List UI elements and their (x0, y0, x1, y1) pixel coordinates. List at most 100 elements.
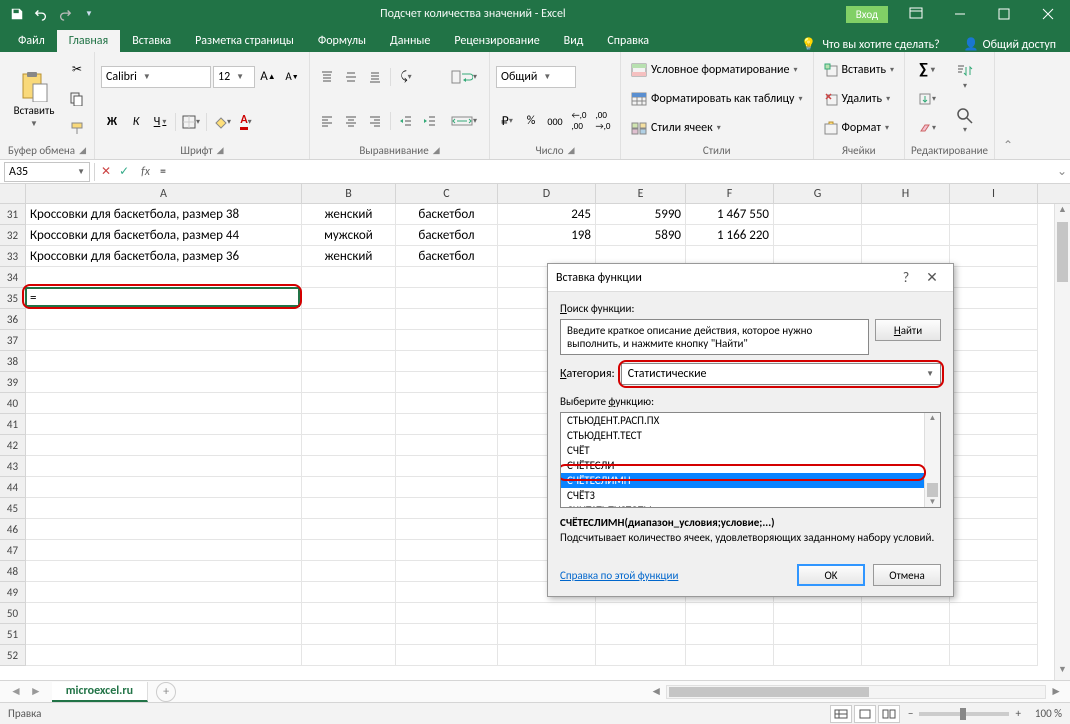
align-left-icon[interactable] (316, 110, 338, 132)
align-center-icon[interactable] (340, 110, 362, 132)
cell-I42[interactable] (950, 435, 1038, 456)
font-name-combo[interactable]: Calibri▼ (101, 66, 211, 88)
cell-I38[interactable] (950, 351, 1038, 372)
cell-C32[interactable]: баскетбол (396, 225, 498, 246)
align-middle-icon[interactable] (340, 66, 362, 88)
cell-A35[interactable]: = (26, 288, 302, 309)
row-header-35[interactable]: 35 (0, 288, 26, 309)
sort-filter-icon[interactable]: ▾ (947, 59, 983, 95)
decrease-indent-icon[interactable] (395, 110, 417, 132)
minimize-icon[interactable] (938, 0, 982, 28)
cell-C35[interactable] (396, 288, 498, 309)
cell-A36[interactable] (26, 309, 302, 330)
row-header-33[interactable]: 33 (0, 246, 26, 267)
cell-I48[interactable] (950, 561, 1038, 582)
cell-A41[interactable] (26, 414, 302, 435)
column-header-I[interactable]: I (950, 184, 1038, 203)
column-header-B[interactable]: B (302, 184, 396, 203)
cell-A46[interactable] (26, 519, 302, 540)
font-size-combo[interactable]: 12▼ (213, 66, 255, 88)
format-cells-button[interactable]: Формат▾ (820, 117, 899, 139)
number-launcher-icon[interactable]: ◢ (568, 145, 575, 156)
cell-I40[interactable] (950, 393, 1038, 414)
share-button[interactable]: 👤 Общий доступ (950, 37, 1070, 52)
row-header-43[interactable]: 43 (0, 456, 26, 477)
cell-A45[interactable] (26, 498, 302, 519)
increase-indent-icon[interactable] (419, 110, 441, 132)
tab-формулы[interactable]: Формулы (306, 30, 378, 52)
cell-A40[interactable] (26, 393, 302, 414)
row-header-31[interactable]: 31 (0, 204, 26, 225)
cell-C44[interactable] (396, 477, 498, 498)
function-list-item[interactable]: СТЬЮДЕНТ.РАСП.ПХ (561, 413, 940, 428)
cell-G31[interactable] (774, 204, 862, 225)
cell-C50[interactable] (396, 603, 498, 624)
clear-icon[interactable]: ▾ (911, 117, 943, 139)
cell-I45[interactable] (950, 498, 1038, 519)
row-header-44[interactable]: 44 (0, 477, 26, 498)
row-header-32[interactable]: 32 (0, 225, 26, 246)
cell-I41[interactable] (950, 414, 1038, 435)
column-header-G[interactable]: G (774, 184, 862, 203)
cell-A37[interactable] (26, 330, 302, 351)
cell-D52[interactable] (498, 645, 596, 666)
cell-E31[interactable]: 5990 (596, 204, 686, 225)
increase-decimal-icon[interactable]: ←,0,00 (568, 110, 590, 132)
function-list-item[interactable]: СТЬЮДЕНТ.ТЕСТ (561, 428, 940, 443)
accounting-icon[interactable]: ₽▾ (496, 110, 518, 132)
percent-icon[interactable]: % (520, 110, 542, 132)
column-header-E[interactable]: E (596, 184, 686, 203)
cell-F31[interactable]: 1 467 550 (686, 204, 774, 225)
cell-E32[interactable]: 5890 (596, 225, 686, 246)
formula-input[interactable]: = (156, 165, 1054, 179)
cell-I31[interactable] (950, 204, 1038, 225)
cell-A39[interactable] (26, 372, 302, 393)
cancel-button[interactable]: Отмена (873, 564, 941, 586)
cell-I46[interactable] (950, 519, 1038, 540)
enter-formula-icon[interactable]: ✓ (119, 164, 129, 179)
signin-button[interactable]: Вход (846, 6, 888, 23)
ok-button[interactable]: OK (797, 564, 865, 586)
cell-D32[interactable]: 198 (498, 225, 596, 246)
cell-I50[interactable] (950, 603, 1038, 624)
row-header-37[interactable]: 37 (0, 330, 26, 351)
tab-file[interactable]: Файл (6, 30, 57, 52)
ribbon-options-icon[interactable] (894, 0, 938, 28)
cell-A50[interactable] (26, 603, 302, 624)
function-list-scrollbar[interactable]: ▲ ▼ (924, 413, 940, 507)
cell-F32[interactable]: 1 166 220 (686, 225, 774, 246)
cell-C47[interactable] (396, 540, 498, 561)
scroll-thumb[interactable] (1057, 222, 1068, 282)
decrease-font-icon[interactable]: A▼ (281, 66, 303, 88)
merge-icon[interactable]: ▾ (449, 110, 479, 132)
expand-formula-icon[interactable]: ⌄ (1054, 164, 1070, 179)
cell-C33[interactable]: баскетбол (396, 246, 498, 267)
cell-C34[interactable] (396, 267, 498, 288)
row-header-38[interactable]: 38 (0, 351, 26, 372)
clipboard-launcher-icon[interactable]: ◢ (79, 145, 86, 156)
tab-главная[interactable]: Главная (57, 30, 120, 52)
cell-A51[interactable] (26, 624, 302, 645)
sheet-tab[interactable]: microexcel.ru (52, 682, 148, 702)
row-header-36[interactable]: 36 (0, 309, 26, 330)
cell-G51[interactable] (774, 624, 862, 645)
number-format-combo[interactable]: Общий▼ (496, 66, 576, 88)
alignment-launcher-icon[interactable]: ◢ (433, 145, 440, 156)
cell-I35[interactable] (950, 288, 1038, 309)
row-header-52[interactable]: 52 (0, 645, 26, 666)
cell-I44[interactable] (950, 477, 1038, 498)
cell-B51[interactable] (302, 624, 396, 645)
align-right-icon[interactable] (364, 110, 386, 132)
wrap-text-icon[interactable]: ▾ (449, 66, 479, 88)
italic-button[interactable]: К (125, 111, 147, 133)
cell-I51[interactable] (950, 624, 1038, 645)
column-header-H[interactable]: H (862, 184, 950, 203)
select-all-corner[interactable] (0, 184, 26, 203)
cell-B38[interactable] (302, 351, 396, 372)
cut-icon[interactable]: ✂ (66, 59, 88, 81)
cell-E50[interactable] (596, 603, 686, 624)
cell-H50[interactable] (862, 603, 950, 624)
cell-I39[interactable] (950, 372, 1038, 393)
function-list-item[interactable]: СЧЁТ (561, 443, 940, 458)
cell-C52[interactable] (396, 645, 498, 666)
